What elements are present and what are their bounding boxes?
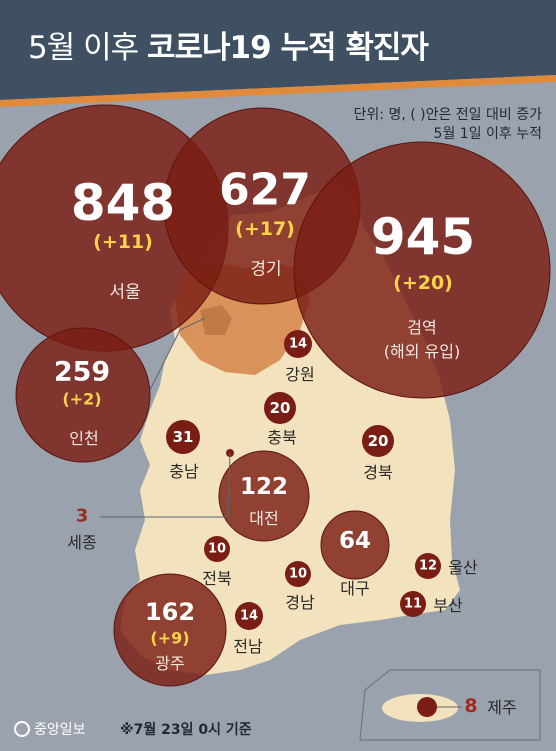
bubble-daejeon [218,450,310,542]
incheon-count: 259 [53,356,111,388]
ulsan-count: 12 [418,558,438,574]
gwangju-increase: (+9) [150,628,190,648]
jeonnam-count: 14 [239,608,259,624]
marker-gangwon [284,330,312,358]
chungbuk-count: 20 [269,399,291,417]
jeonnam-name: 전남 [233,637,263,656]
marker-jeju [417,697,437,717]
joongang-logo: 중앙일보 [14,719,86,739]
jeju-inset-frame [359,669,541,741]
marker-ulsan [415,553,441,579]
bubble-quarantine [293,141,551,399]
marker-busan [400,591,426,617]
bubble-daegu [320,510,390,580]
gwangju-name: 광주 [155,654,185,673]
gyeongnam-count: 10 [288,566,308,582]
gyeonggi-count: 627 [219,164,311,216]
jeonbuk-name: 전북 [202,569,232,588]
gyeonggi-increase: (+17) [235,218,295,240]
leader-incheon [149,317,206,391]
seoul-count: 848 [70,174,176,232]
gwangju-count: 162 [144,598,196,626]
gyeongbuk-name: 경북 [363,463,393,482]
quarantine-name: 검역 [407,318,437,337]
quarantine-increase: (+20) [393,272,453,294]
busan-count: 11 [403,596,423,612]
chungnam-count: 31 [172,428,194,446]
busan-name: 부산 [433,596,463,615]
gyeongnam-name: 경남 [285,593,315,612]
page-title: 5월 이후 코로나19 누적 확진자 [28,30,429,66]
daejeon-count: 122 [239,474,289,500]
marker-chungnam [166,420,200,454]
incheon-name: 인천 [69,429,99,448]
marker-gyeongnam [285,561,311,587]
seoul-area [200,305,232,335]
gyeongbuk-count: 20 [367,432,389,450]
bubble-incheon [15,327,151,463]
quarantine-count: 945 [370,208,476,266]
bubble-gwangju [113,573,227,687]
ulsan-name: 울산 [448,558,478,577]
chungbuk-name: 충북 [267,428,297,447]
incheon-increase: (+2) [62,389,102,409]
jeonbuk-count: 10 [207,541,227,557]
marker-jeonbuk [204,536,230,562]
marker-jeonnam [235,602,263,630]
seoul-name: 서울 [109,282,141,303]
marker-chungbuk [264,392,296,424]
seoul-increase: (+11) [93,231,153,253]
gangwon-count: 14 [288,336,308,352]
daegu-count: 64 [338,528,372,554]
sejong-count: 3 [75,505,89,527]
daegu-name: 대구 [340,579,370,598]
leader-sejong [100,452,231,518]
logo-circle-icon [14,721,30,737]
jeju-name: 제주 [487,698,517,717]
gangwon-name: 강원 [285,365,315,384]
marker-gyeongbuk [362,425,394,457]
sejong-name: 세종 [67,533,97,552]
unit-note: 단위: 명, ( )안은 전일 대비 증가 5월 1일 이후 누적 [353,107,542,142]
header-band [0,0,556,100]
date-note: ※7월 23일 0시 기준 [120,722,252,738]
quarantine-sub: (해외 유입) [383,342,461,361]
jeju-count: 8 [464,695,478,717]
chungnam-name: 충남 [169,462,199,481]
gyeonggi-name: 경기 [250,259,282,280]
header-stripe [0,75,556,107]
daejeon-name: 대전 [249,509,279,528]
